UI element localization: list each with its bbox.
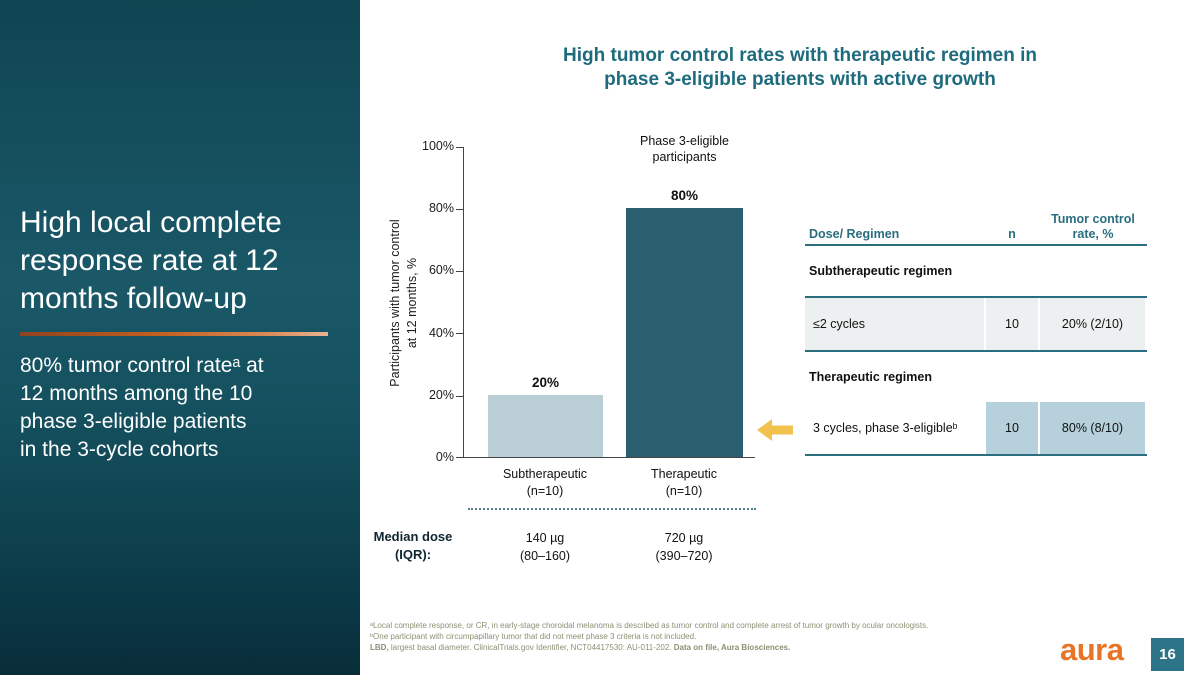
cell-regimen: 3 cycles, phase 3-eligibleᵇ	[805, 402, 984, 454]
median-dose-label: Median dose (IQR):	[373, 529, 453, 562]
aura-logo: aura	[1060, 632, 1124, 667]
y-tick-label: 20%	[428, 388, 454, 402]
table-header-rate: Tumor control rate, %	[1051, 211, 1135, 242]
table-section-subtherapeutic: Subtherapeutic regimen	[809, 264, 953, 278]
median-dose-subtherapeutic: 140 µg (80–160)	[519, 531, 571, 563]
table-rule	[805, 244, 1147, 246]
footnote-refs: LBD, largest basal diameter. ClinicalTri…	[370, 642, 1070, 653]
y-tick-mark	[456, 333, 463, 334]
bar-therapeutic	[626, 208, 743, 457]
y-axis-label: Participants with tumor control at 12 mo…	[388, 218, 419, 387]
page-number: 16	[1151, 638, 1184, 671]
table-rule	[805, 350, 1147, 352]
bar-group-therapeutic: 80%	[626, 188, 743, 457]
footnote-b: ᵇOne participant with circumpapillary tu…	[370, 632, 697, 641]
footnote-trial: largest basal diameter. ClinicalTrials.g…	[388, 643, 674, 652]
cell-rate: 20% (2/10)	[1040, 298, 1145, 350]
y-tick-mark	[456, 457, 463, 458]
y-tick-label: 60%	[428, 263, 454, 277]
footnote-lbd: LBD,	[370, 643, 389, 652]
footnotes: ᵃLocal complete response, or CR, in earl…	[370, 620, 1070, 653]
y-tick-label: 0%	[435, 450, 454, 464]
dotted-separator	[468, 508, 756, 510]
y-tick-label: 100%	[422, 139, 454, 153]
sidebar-divider	[20, 332, 328, 336]
y-tick-mark	[456, 147, 463, 148]
table-rule	[805, 454, 1147, 456]
cell-regimen: ≤2 cycles	[805, 298, 984, 350]
bar-value-label: 20%	[531, 374, 560, 390]
cell-rate: 80% (8/10)	[1040, 402, 1145, 454]
x-category-therapeutic: Therapeutic (n=10)	[650, 467, 717, 498]
table-rule	[805, 296, 1147, 298]
cell-n: 10	[986, 298, 1038, 350]
highlight-arrow-icon	[757, 419, 793, 441]
y-tick-mark	[456, 271, 463, 272]
table-header-regimen: Dose/ Regimen	[809, 227, 900, 241]
footnote-a: ᵃLocal complete response, or CR, in earl…	[370, 621, 929, 630]
sidebar: High local complete response rate at 12 …	[0, 0, 360, 675]
y-axis-label-wrap: Participants with tumor control at 12 mo…	[382, 147, 426, 458]
y-tick-label: 80%	[428, 201, 454, 215]
bar-group-subtherapeutic: 20%	[488, 375, 603, 457]
bar-subtherapeutic	[488, 394, 603, 457]
bar-chart-plot: 20% 80%	[463, 147, 755, 458]
table-header-n: n	[1008, 227, 1016, 241]
table-row: ≤2 cycles 10 20% (2/10)	[805, 298, 1147, 350]
bar-value-label: 80%	[670, 188, 699, 204]
table-section-therapeutic: Therapeutic regimen	[809, 370, 932, 384]
results-table: Dose/ Regimen n Tumor control rate, % Su…	[805, 208, 1147, 456]
chart-annotation: Phase 3-eligible participants	[640, 134, 729, 164]
slide-title: High tumor control rates with therapeuti…	[563, 45, 1037, 90]
cell-n: 10	[986, 402, 1038, 454]
sidebar-title: High local complete response rate at 12 …	[20, 206, 282, 315]
y-tick-mark	[456, 209, 463, 210]
table-header-row: Dose/ Regimen n Tumor control rate, %	[805, 208, 1147, 244]
sidebar-subtitle: 80% tumor control rateᵃ at 12 months amo…	[20, 354, 264, 461]
median-dose-therapeutic: 720 µg (390–720)	[655, 531, 713, 563]
y-tick-label: 40%	[428, 326, 454, 340]
footnote-data-on-file: Data on file, Aura Biosciences.	[673, 643, 791, 652]
table-row: 3 cycles, phase 3-eligibleᵇ 10 80% (8/10…	[805, 402, 1147, 454]
y-tick-mark	[456, 396, 463, 397]
x-category-subtherapeutic: Subtherapeutic (n=10)	[502, 467, 588, 498]
